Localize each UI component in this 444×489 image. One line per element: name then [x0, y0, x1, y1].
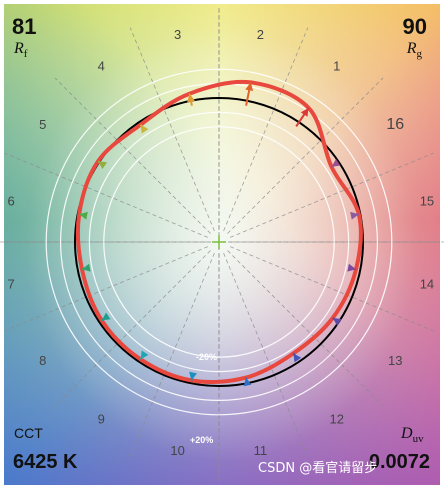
- spoke-13: [227, 250, 384, 407]
- spoke-2: [223, 27, 309, 232]
- rg-symbol: R: [406, 40, 417, 57]
- arrow-head: [79, 211, 88, 220]
- spoke-9: [54, 250, 211, 407]
- bin-label-16: 16: [386, 116, 404, 133]
- arrow-bin-8: [101, 312, 111, 322]
- arrow-bin-12: [292, 352, 302, 363]
- cct-value: 6425 K: [13, 451, 78, 473]
- spoke-4: [129, 27, 215, 232]
- ring-4: [45, 68, 393, 416]
- rf-value: 81: [12, 14, 36, 39]
- bin-label-2: 2: [257, 27, 264, 42]
- background: [4, 4, 440, 485]
- percentage-rings: [45, 68, 393, 416]
- bin-label-7: 7: [7, 276, 14, 291]
- bin-label-15: 15: [420, 194, 434, 209]
- arrow-head: [140, 350, 149, 360]
- arrow-bin-10: [189, 371, 197, 381]
- rf-label: Rf: [13, 40, 28, 60]
- watermark: CSDN @看官请留步: [258, 460, 377, 476]
- arrow-head: [245, 82, 254, 92]
- spoke-14: [229, 246, 434, 332]
- bin-label-1: 1: [333, 59, 340, 74]
- arrow-head: [332, 318, 342, 326]
- ring-2: [88, 111, 350, 373]
- spoke-6: [4, 152, 209, 238]
- reference-circle: [74, 97, 364, 387]
- arrow-head: [98, 161, 107, 169]
- bin-label-4: 4: [98, 59, 105, 74]
- bin-label-12: 12: [330, 411, 344, 426]
- cct-label: CCT: [14, 425, 43, 441]
- arrow-head: [300, 107, 309, 117]
- ring-1: [103, 126, 335, 358]
- bin-label-3: 3: [174, 27, 181, 42]
- arrow-head: [293, 353, 302, 363]
- bin-label-6: 6: [7, 194, 14, 209]
- center-mark: [212, 235, 226, 249]
- rf-subscript: f: [24, 48, 28, 60]
- arrow-bin-2: [245, 82, 254, 106]
- arrow-head: [82, 263, 91, 272]
- spoke-1: [227, 77, 384, 234]
- rg-subscript: g: [417, 48, 423, 60]
- rg-label: Rg: [406, 40, 423, 60]
- arrow-head: [101, 312, 111, 321]
- spoke-5: [54, 77, 211, 234]
- duv-symbol: D: [400, 425, 413, 442]
- arrow-head: [140, 124, 149, 134]
- duv-value: 0.0072: [369, 451, 430, 473]
- arrow-head: [331, 159, 341, 167]
- arrow-bin-3: [187, 93, 195, 106]
- arrow-bin-11: [243, 377, 252, 387]
- arrow-bin-9: [139, 350, 149, 360]
- bin-label-14: 14: [420, 276, 434, 291]
- rg-value: 90: [403, 14, 427, 39]
- arrow-bin-6: [78, 211, 88, 220]
- duv-label: Duv: [400, 425, 424, 445]
- bin-label-10: 10: [170, 443, 184, 458]
- bin-label-11: 11: [254, 443, 268, 458]
- ring-label-outer: +20%: [190, 435, 213, 445]
- arrow-head: [187, 93, 195, 103]
- arrow-bin-13: [332, 317, 342, 326]
- arrow-head: [350, 211, 359, 220]
- arrow-bin-15: [350, 211, 360, 220]
- arrow-bin-7: [81, 263, 91, 272]
- bin-label-8: 8: [39, 353, 46, 368]
- bin-label-5: 5: [39, 117, 46, 132]
- spoke-16: [229, 152, 434, 238]
- arrow-bin-1: [295, 107, 310, 128]
- hue-shift-arrows: [78, 82, 360, 387]
- arrow-head: [243, 377, 252, 387]
- arrow-bin-5: [97, 160, 107, 169]
- rf-symbol: R: [13, 40, 24, 57]
- arrow-head: [189, 371, 197, 381]
- ring-label-inner: -20%: [196, 352, 217, 362]
- spoke-8: [4, 246, 209, 332]
- spoke-12: [223, 252, 309, 457]
- bin-label-13: 13: [388, 353, 402, 368]
- duv-subscript: uv: [413, 433, 425, 445]
- arrow-bin-16: [330, 159, 341, 168]
- arrow-head: [347, 263, 356, 272]
- arrow-bin-14: [347, 263, 357, 272]
- bin-label-9: 9: [98, 411, 105, 426]
- arrow-bin-4: [139, 124, 149, 134]
- spoke-10: [129, 252, 215, 457]
